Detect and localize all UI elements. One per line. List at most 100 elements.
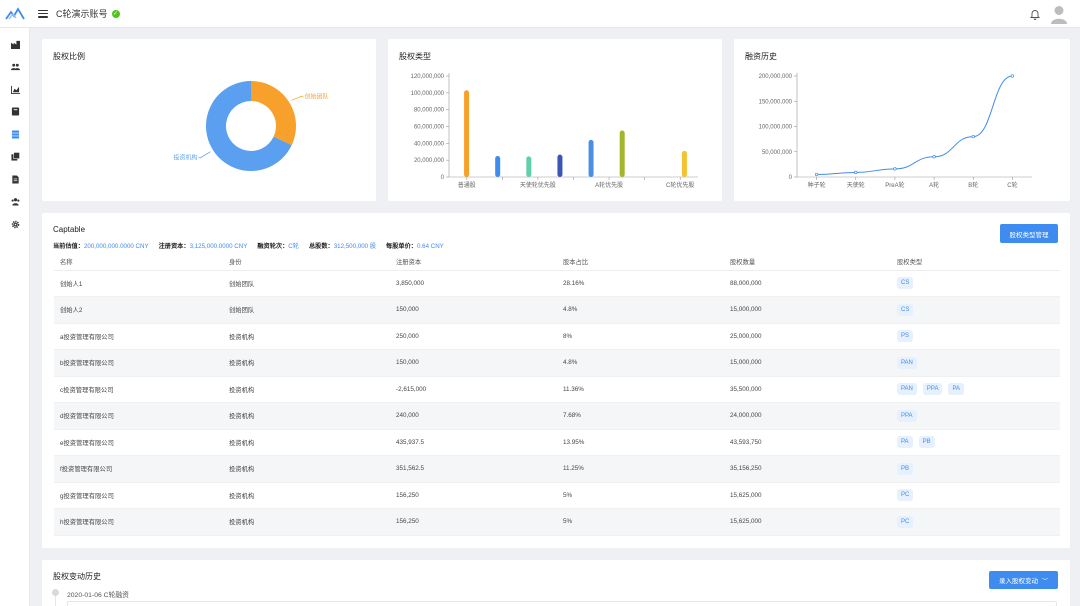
team-icon: [10, 63, 20, 71]
cell-role: 投资机构: [223, 323, 390, 350]
equity-type-bar-chart: 0 20,000,000 40,000,000 60,000,000 80,000,00…: [411, 73, 698, 189]
cell-name: f投资管理有限公司: [54, 455, 223, 483]
users-icon: [11, 198, 19, 206]
cell-ratio: 8%: [557, 323, 724, 350]
cell-capital: -2,615,000: [390, 376, 557, 403]
menu-toggle-icon[interactable]: [38, 9, 48, 18]
table-row[interactable]: d投资管理有限公司 投资机构 240,000 7.68% 24,000,000 PPA: [54, 402, 1060, 430]
timeline-dot: [52, 589, 59, 596]
funding-history-line-chart: 0 50,000,000 100,000,000 150,000,000 200,000…: [759, 73, 1032, 189]
cell-name: g投资管理有限公司: [54, 482, 223, 509]
equity-type-tag[interactable]: PA: [897, 436, 913, 449]
table-row[interactable]: 创始人1 创始团队 3,850,000 28.16% 88,000,000 CS: [54, 270, 1060, 297]
cell-name: c投资管理有限公司: [54, 376, 223, 403]
top-bar: C轮演示账号 ✓: [0, 0, 1080, 28]
bell-icon[interactable]: [1030, 8, 1040, 20]
captable-summary: 当前估值：200,000,000.0000 CNY 注册资本：3,125,000…: [53, 241, 444, 250]
equity-type-tag[interactable]: PS: [897, 330, 914, 343]
data-point: [932, 155, 936, 159]
sidebar-item-members[interactable]: [0, 191, 30, 214]
equity-type-tag[interactable]: PB: [918, 436, 935, 449]
equity-type-tag[interactable]: PPA: [922, 383, 943, 396]
col-header-shares[interactable]: 股权数量: [724, 254, 891, 271]
pie-label: 创始团队: [305, 92, 329, 100]
y-tick-label: 100,000,000: [411, 91, 445, 97]
total-shares-label: 总股数：: [308, 243, 334, 250]
manage-equity-types-button[interactable]: 股权类型管理: [1000, 224, 1058, 243]
app-logo[interactable]: [0, 0, 30, 28]
y-tick-label: 200,000,000: [759, 74, 793, 80]
cell-equity-types: PPA: [891, 402, 1060, 430]
equity-type-tag[interactable]: CS: [897, 303, 914, 316]
sidebar-item-copies[interactable]: [0, 146, 30, 169]
table-row[interactable]: 创始人2 创始团队 150,000 4.8% 15,000,000 CS: [54, 296, 1060, 324]
table-row[interactable]: e投资管理有限公司 投资机构 435,937.5 13.95% 43,593,750 PA…: [54, 429, 1060, 456]
pie-label: 投资机构: [173, 154, 197, 162]
equity-type-tag[interactable]: PAN: [897, 383, 917, 396]
cell-role: 投资机构: [223, 429, 390, 456]
cell-equity-types: PAN: [891, 349, 1060, 377]
table-row[interactable]: c投资管理有限公司 投资机构 -2,615,000 11.36% 35,500,000 P…: [54, 376, 1060, 403]
sidebar-item-team[interactable]: [0, 56, 30, 79]
registered-capital-value: 3,125,000.0000 CNY: [189, 243, 248, 250]
col-header-role[interactable]: 身份: [223, 254, 390, 271]
timeline-line: [55, 596, 56, 606]
area-chart-icon: [10, 85, 20, 94]
col-header-capital[interactable]: 注册资本: [390, 254, 557, 271]
cell-ratio: 4.8%: [557, 296, 724, 324]
cell-ratio: 5%: [557, 482, 724, 509]
cell-ratio: 5%: [557, 508, 724, 536]
cell-role: 投资机构: [223, 349, 390, 377]
equity-type-tag[interactable]: PB: [897, 462, 914, 475]
equity-type-tag[interactable]: PC: [897, 515, 914, 528]
equity-type-tag[interactable]: CS: [897, 277, 914, 290]
y-tick-label: 20,000,000: [414, 158, 445, 164]
cell-shares: 24,000,000: [724, 402, 891, 430]
table-row[interactable]: g投资管理有限公司 投资机构 156,250 5% 15,625,000 PC: [54, 482, 1060, 509]
equity-type-tag[interactable]: PA: [948, 383, 965, 396]
data-point: [893, 167, 897, 171]
col-header-ratio[interactable]: 股本占比: [557, 254, 724, 271]
table-row[interactable]: b投资管理有限公司 投资机构 150,000 4.8% 15,000,000 PAN: [54, 349, 1060, 377]
cell-capital: 250,000: [390, 323, 557, 350]
sidebar-item-company[interactable]: [0, 33, 30, 56]
bar: [619, 130, 625, 177]
data-point: [814, 172, 819, 177]
timeline-event-title[interactable]: 2020-01-06 C轮融资: [67, 592, 129, 599]
cell-role: 投资机构: [223, 482, 390, 509]
database-icon: [11, 130, 19, 139]
cell-capital: 156,250: [390, 482, 557, 509]
x-tick-label: C轮: [1007, 181, 1017, 189]
pie-slice: [251, 81, 296, 146]
cell-equity-types: PS: [891, 323, 1060, 350]
cell-name: h投资管理有限公司: [54, 508, 223, 536]
cell-ratio: 11.36%: [557, 376, 724, 403]
sidebar-item-analytics[interactable]: [0, 78, 30, 101]
equity-type-tag[interactable]: PAN: [897, 356, 917, 369]
cell-shares: 35,156,250: [724, 455, 891, 483]
cell-shares: 35,500,000: [724, 376, 891, 403]
record-equity-change-button[interactable]: 录入股权变动 ﹀: [989, 571, 1058, 589]
avatar[interactable]: [1050, 4, 1068, 24]
sidebar-item-book[interactable]: [0, 101, 30, 124]
data-point: [854, 170, 858, 175]
table-row[interactable]: f投资管理有限公司 投资机构 351,562.5 11.25% 35,156,250 PB: [54, 455, 1060, 483]
equity-type-tag[interactable]: PPA: [897, 409, 917, 422]
cell-capital: 150,000: [390, 296, 557, 324]
bar: [681, 150, 687, 177]
cell-name: 创始人1: [54, 270, 223, 297]
cell-name: e投资管理有限公司: [54, 429, 223, 456]
equity-type-tag[interactable]: PC: [897, 489, 914, 502]
file-icon: [11, 175, 19, 184]
sidebar-item-documents[interactable]: [0, 168, 30, 191]
sidebar-item-captable[interactable]: [0, 123, 30, 146]
share-price-label: 每股单价：: [386, 243, 417, 250]
sidebar-item-settings[interactable]: [0, 213, 30, 236]
captable-table: 名称 身份 注册资本 股本占比 股权数量 股权类型 创始人1 创始团队 3,850,…: [54, 254, 1060, 536]
cell-name: d投资管理有限公司: [54, 402, 223, 430]
col-header-equity-type[interactable]: 股权类型: [891, 254, 1060, 271]
registered-capital-label: 注册资本：: [158, 243, 190, 250]
col-header-name[interactable]: 名称: [54, 254, 223, 271]
table-row[interactable]: a投资管理有限公司 投资机构 250,000 8% 25,000,000 PS: [54, 323, 1060, 350]
table-row[interactable]: h投资管理有限公司 投资机构 156,250 5% 15,625,000 PC: [54, 508, 1060, 536]
